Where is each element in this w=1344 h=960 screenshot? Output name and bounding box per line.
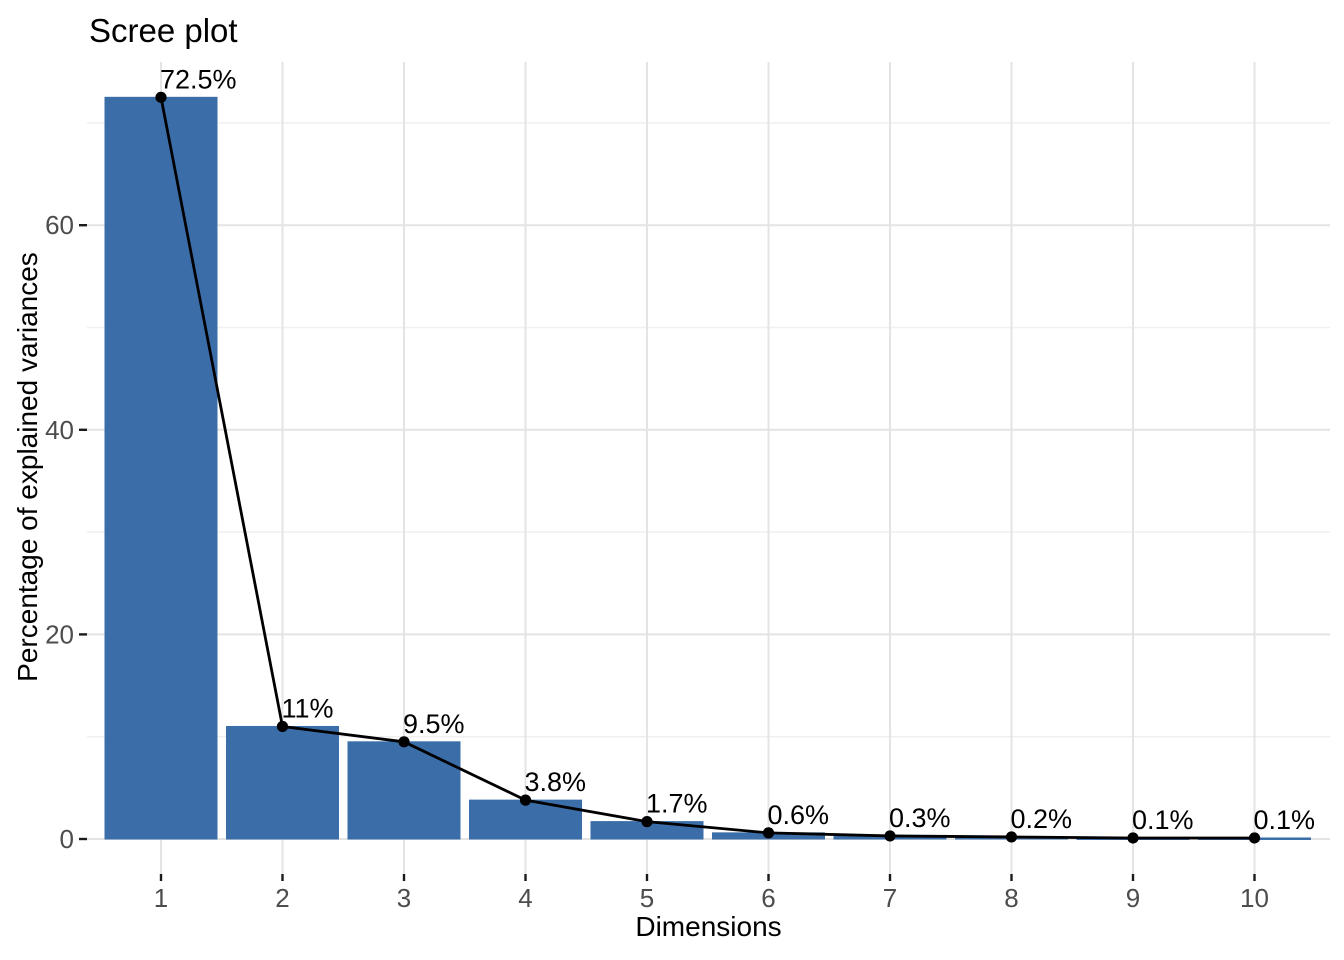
data-label: 0.1% [1254, 805, 1316, 835]
data-label: 11% [282, 693, 334, 723]
bar [226, 725, 339, 840]
data-point [1005, 831, 1018, 843]
data-point [398, 736, 410, 748]
y-tick-label: 0 [60, 824, 74, 854]
x-tick-label: 6 [761, 883, 775, 913]
x-tick-label: 3 [397, 883, 411, 913]
data-point [276, 720, 289, 733]
y-tick-label: 20 [45, 619, 74, 649]
bar [347, 741, 461, 840]
variance-line [159, 95, 1256, 840]
x-tick-label: 2 [275, 883, 289, 913]
data-point [155, 91, 167, 103]
data-label: 0.6% [768, 800, 830, 830]
x-tick-label: 9 [1126, 883, 1140, 913]
x-tick-label: 4 [518, 883, 532, 913]
bar [104, 96, 218, 840]
data-point [1127, 832, 1139, 844]
y-tick-label: 60 [45, 210, 74, 240]
data-label: 0.2% [1011, 804, 1073, 834]
data-point [884, 830, 896, 842]
x-tick-label: 8 [1004, 883, 1018, 913]
data-label: 72.5% [160, 64, 237, 94]
x-tick-label: 7 [883, 883, 897, 913]
data-label: 9.5% [403, 709, 465, 739]
data-point [762, 827, 775, 839]
data-label: 3.8% [525, 767, 587, 797]
data-label: 0.3% [889, 803, 951, 833]
x-tick-label: 1 [154, 883, 168, 913]
plot-title: Scree plot [89, 12, 238, 49]
data-point [1248, 832, 1261, 844]
x-axis-title: Dimensions [635, 911, 782, 942]
x-tick-label: 10 [1240, 883, 1269, 913]
x-tick-label: 5 [640, 883, 654, 913]
data-point [519, 794, 532, 806]
data-label: 0.1% [1132, 805, 1194, 835]
y-axis-title: Percentage of explained variances [12, 252, 43, 682]
data-label: 1.7% [646, 789, 708, 819]
y-tick-label: 40 [45, 415, 74, 445]
data-point [641, 816, 653, 828]
